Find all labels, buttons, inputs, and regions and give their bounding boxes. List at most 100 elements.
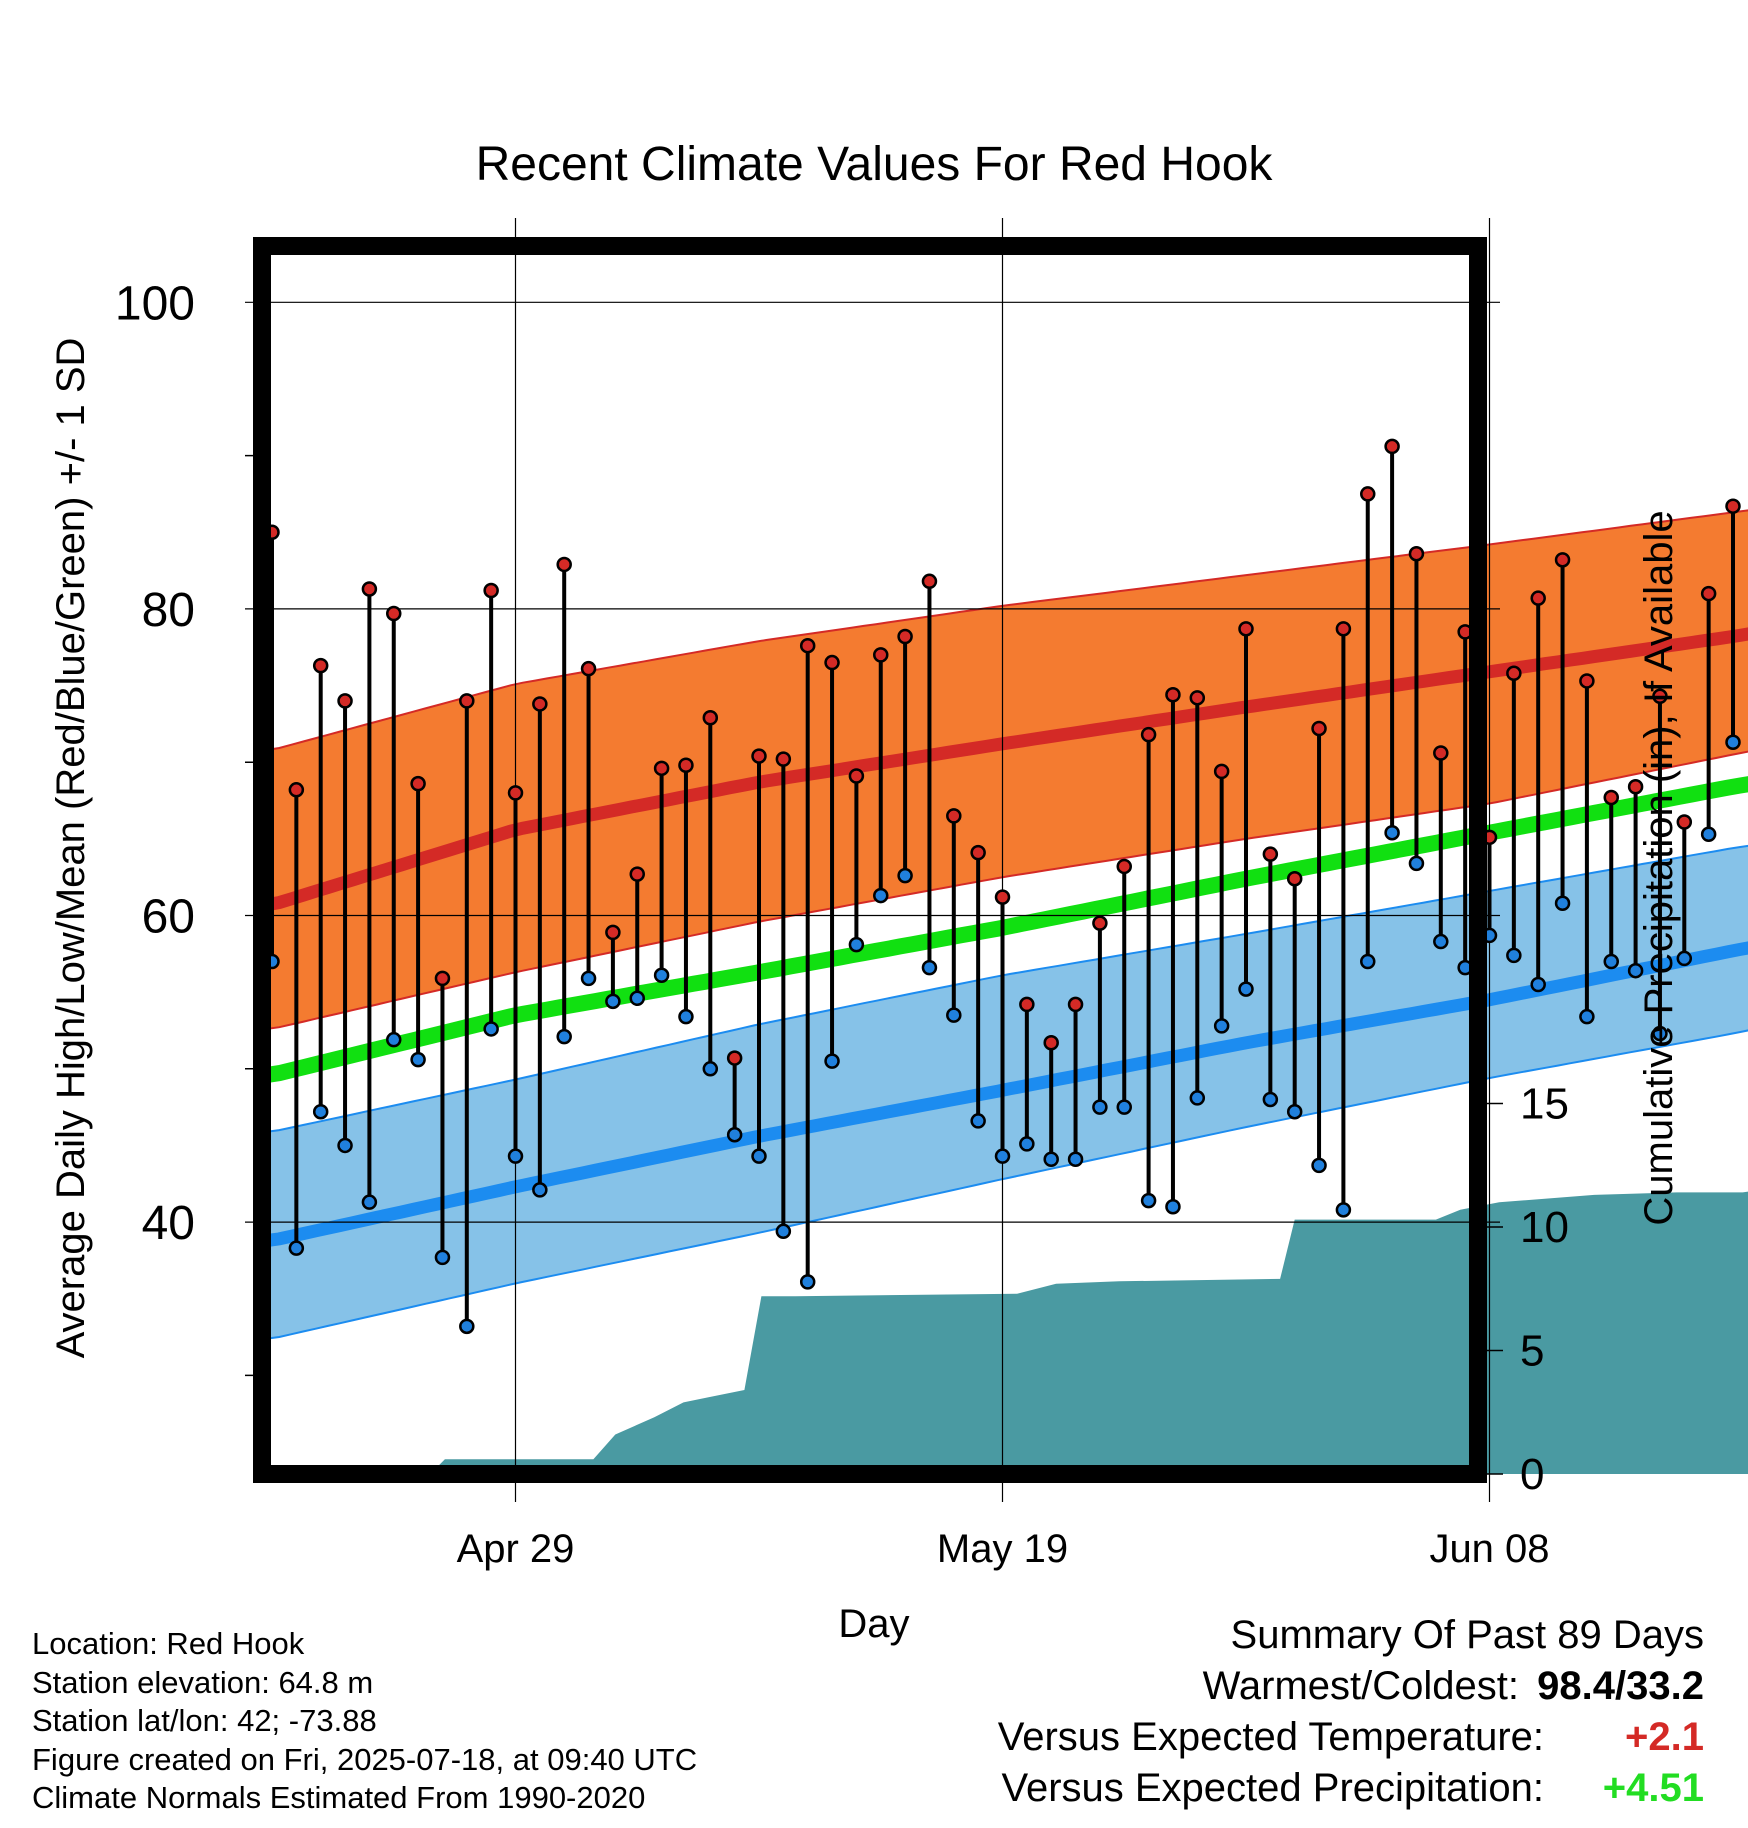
y2-tick-label: 0 — [1520, 1450, 1544, 1499]
daily-low-point — [337, 1137, 353, 1154]
daily-high-point — [410, 775, 426, 792]
y2-tick-label: 10 — [1520, 1203, 1569, 1252]
daily-low-point — [1067, 1151, 1084, 1167]
daily-low-point — [1579, 1008, 1595, 1025]
daily-high-point — [1384, 438, 1400, 455]
daily-low-point — [1019, 1136, 1035, 1152]
daily-high-point — [702, 709, 719, 726]
y-tick-label: 100 — [115, 277, 195, 330]
daily-low-point — [1092, 1099, 1108, 1115]
summary-row-temp: Versus Expected Temperature: +2.1 — [998, 1712, 1704, 1763]
daily-high-point — [1652, 688, 1668, 705]
daily-high-point — [1140, 726, 1157, 743]
daily-low-point — [1335, 1202, 1352, 1218]
daily-low-point — [1554, 895, 1571, 911]
daily-high-point — [312, 657, 329, 674]
daily-high-point — [1676, 814, 1693, 830]
y-tick-label: 40 — [142, 1197, 195, 1250]
daily-low-point — [1676, 950, 1693, 967]
daily-low-point — [532, 1182, 548, 1198]
daily-high-point — [1506, 665, 1522, 682]
daily-high-point — [361, 581, 378, 597]
daily-high-point — [726, 1050, 743, 1066]
daily-low-point — [751, 1148, 767, 1164]
daily-low-point — [1286, 1103, 1303, 1120]
daily-high-point — [483, 582, 499, 599]
daily-low-point — [361, 1194, 378, 1210]
daily-low-point — [824, 1053, 840, 1069]
daily-high-point — [653, 760, 670, 777]
daily-low-point — [653, 967, 670, 984]
daily-low-point — [629, 990, 645, 1007]
daily-high-point — [678, 757, 694, 774]
daily-high-point — [1554, 552, 1571, 568]
summary-row-precip: Versus Expected Precipitation: +4.51 — [998, 1763, 1704, 1814]
y2-tick-label: 5 — [1520, 1327, 1544, 1376]
daily-high-point — [1213, 763, 1230, 780]
daily-high-point — [1627, 778, 1644, 795]
daily-low-point — [848, 936, 865, 953]
daily-high-point — [946, 808, 962, 824]
y2-axis-label: Cumulative Precipitation (in), If Availa… — [1637, 510, 1681, 1225]
daily-high-point — [1165, 686, 1181, 703]
temp-anomaly-value: +2.1 — [1625, 1715, 1704, 1759]
daily-low-point — [994, 1148, 1011, 1164]
daily-low-point — [1603, 953, 1619, 970]
daily-low-point — [1116, 1099, 1132, 1115]
precip-anomaly-value: +4.51 — [1602, 1766, 1704, 1810]
daily-low-point — [799, 1274, 816, 1290]
daily-low-point — [434, 1249, 451, 1266]
daily-high-point — [288, 782, 305, 798]
daily-low-point — [1408, 855, 1425, 872]
station-info: Location: Red Hook Station elevation: 64… — [32, 1625, 697, 1818]
daily-low-point — [1140, 1192, 1157, 1209]
daily-high-point — [751, 748, 767, 764]
daily-low-point — [946, 1007, 962, 1023]
daily-low-point — [556, 1028, 572, 1045]
daily-low-point — [1213, 1018, 1230, 1034]
daily-low-point — [775, 1223, 792, 1240]
daily-high-point — [970, 844, 986, 861]
daily-high-point — [897, 628, 913, 645]
warmest-coldest-value: 98.4/33.2 — [1537, 1664, 1704, 1708]
precip-anomaly-label: Versus Expected Precipitation: — [1001, 1766, 1544, 1810]
daily-high-point — [532, 696, 548, 712]
chart-title: Recent Climate Values For Red Hook — [476, 138, 1274, 191]
daily-low-point — [580, 970, 597, 987]
daily-low-point — [897, 867, 913, 884]
daily-low-point — [1725, 734, 1741, 751]
daily-high-point — [507, 785, 524, 801]
daily-low-point — [1384, 824, 1400, 841]
daily-high-point — [1530, 590, 1546, 606]
y2-tick-label: 15 — [1520, 1080, 1569, 1129]
warmest-coldest-label: Warmest/Coldest: — [1202, 1664, 1519, 1708]
latlon-text: Station lat/lon: 42; -73.88 — [32, 1703, 377, 1738]
daily-low-point — [1043, 1151, 1059, 1167]
daily-high-point — [1433, 745, 1449, 761]
daily-high-point — [1262, 846, 1279, 862]
daily-high-point — [775, 751, 792, 767]
daily-low-point — [507, 1148, 524, 1164]
daily-low-point — [1530, 976, 1546, 993]
created-text: Figure created on Fri, 2025-07-18, at 09… — [32, 1741, 698, 1777]
daily-low-point — [312, 1103, 329, 1120]
precipitation-area — [272, 1191, 1748, 1474]
daily-high-point — [1189, 690, 1206, 706]
daily-low-point — [483, 1021, 499, 1037]
daily-low-point — [1311, 1157, 1327, 1174]
daily-high-point — [994, 889, 1011, 905]
daily-high-point — [337, 693, 353, 709]
daily-low-point — [1627, 962, 1644, 979]
daily-high-point — [824, 654, 840, 671]
daily-high-point — [1603, 789, 1619, 806]
daily-low-point — [386, 1031, 402, 1048]
daily-high-point — [629, 866, 645, 882]
daily-low-point — [1189, 1090, 1206, 1106]
daily-low-point — [288, 1240, 305, 1256]
daily-low-point — [1165, 1199, 1181, 1215]
daily-low-point — [1262, 1091, 1279, 1108]
daily-high-point — [799, 637, 816, 654]
daily-low-point — [459, 1318, 475, 1335]
daily-low-point — [921, 959, 938, 976]
